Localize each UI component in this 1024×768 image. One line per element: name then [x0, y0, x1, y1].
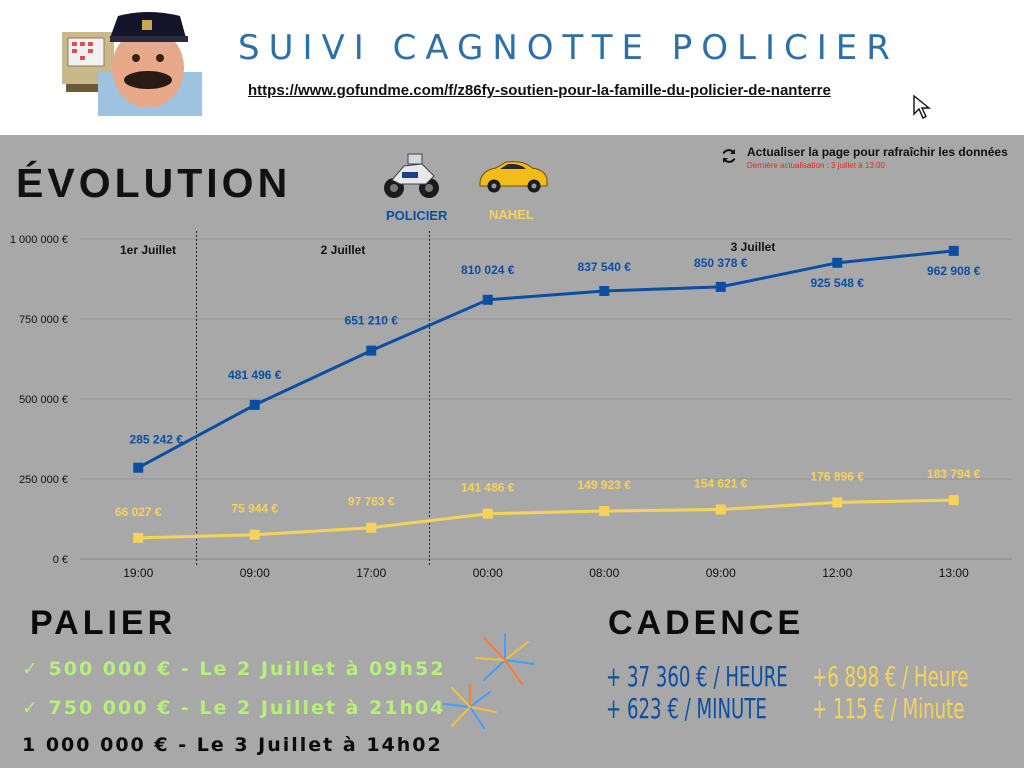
- data-point: [249, 529, 260, 540]
- palier-item: ✓ 500 000 € - Le 2 Juillet à 09h52: [22, 658, 446, 680]
- data-point: [715, 281, 726, 292]
- police-motorcycle-icon: [384, 153, 439, 198]
- day-label: 3 Juillet: [731, 240, 776, 254]
- day-label: 1er Juillet: [120, 243, 176, 257]
- firework-2-icon: [443, 684, 497, 729]
- cadence-policier-minute: + 623 € / MINUTE: [606, 692, 767, 725]
- x-tick-label: 08:00: [589, 566, 619, 580]
- cadence-nahel-hour: +6 898 € / Heure: [812, 660, 969, 693]
- data-point: [249, 399, 260, 410]
- data-label: 66 027 €: [115, 505, 162, 519]
- data-point: [482, 294, 493, 305]
- data-point: [832, 497, 843, 508]
- refresh-icon: [722, 149, 736, 163]
- data-label: 176 896 €: [811, 469, 865, 483]
- series-line-nahel: [138, 498, 954, 540]
- data-label: 149 923 €: [578, 478, 632, 492]
- data-point: [832, 257, 843, 268]
- cadence-nahel-minute: + 115 € / Minute: [812, 692, 965, 725]
- data-point: [715, 504, 726, 515]
- data-label: 154 621 €: [694, 477, 748, 491]
- x-tick-label: 13:00: [939, 566, 969, 580]
- data-label: 651 210 €: [345, 314, 399, 328]
- evolution-chart: 0 € 250 000 € 500 000 € 750 000 € 1 000 000 …: [10, 231, 1012, 580]
- data-label: 850 378 €: [694, 256, 748, 270]
- y-tick-label: 1 000 000 €: [10, 234, 68, 246]
- data-label: 810 024 €: [461, 263, 515, 277]
- refresh-instruction: Actualiser la page pour rafraîchir les d…: [747, 145, 1008, 159]
- data-point: [366, 345, 377, 356]
- data-label: 481 496 €: [228, 368, 282, 382]
- data-label: 75 944 €: [231, 502, 278, 516]
- day-label: 2 Juillet: [321, 243, 366, 257]
- cadence-heading: CADENCE: [608, 604, 805, 642]
- series-line-policier: [137, 249, 954, 470]
- x-tick-label: 17:00: [356, 566, 386, 580]
- yellow-car-icon: [479, 161, 548, 193]
- data-label: 962 908 €: [927, 264, 981, 278]
- evolution-heading: ÉVOLUTION: [16, 160, 292, 206]
- palier-heading: PALIER: [30, 604, 177, 642]
- data-label: 925 548 €: [811, 276, 865, 290]
- y-tick-label: 250 000 €: [19, 474, 68, 486]
- legend-nahel: NAHEL: [489, 207, 534, 222]
- palier-item: ✓ 750 000 € - Le 2 Juillet à 21h04: [22, 697, 446, 719]
- data-point: [133, 532, 144, 543]
- last-update: Dernière actualisation : 3 juillet à 13:…: [747, 161, 885, 170]
- x-tick-label: 00:00: [473, 566, 503, 580]
- data-point: [599, 285, 610, 296]
- data-point: [366, 522, 377, 533]
- data-point: [948, 245, 959, 256]
- x-tick-label: 09:00: [706, 566, 736, 580]
- policeman-avatar-image: [62, 12, 202, 116]
- data-label: 285 242 €: [130, 433, 184, 447]
- x-tick-label: 19:00: [123, 566, 153, 580]
- data-point: [599, 506, 610, 517]
- header: SUIVI CAGNOTTE POLICIER https://www.gofu…: [0, 0, 1024, 135]
- firework-1-icon: [475, 633, 535, 685]
- palier-item: 1 000 000 € - Le 3 Juillet à 14h02: [22, 734, 443, 756]
- data-point: [133, 462, 144, 473]
- cursor-pointer-icon: [913, 94, 931, 119]
- data-point: [482, 508, 493, 519]
- legend-policier: POLICIER: [386, 208, 448, 223]
- page-title: SUIVI CAGNOTTE POLICIER: [238, 28, 899, 68]
- y-tick-label: 0 €: [53, 554, 68, 566]
- data-point: [948, 495, 959, 506]
- data-label: 183 794 €: [927, 467, 981, 481]
- y-tick-label: 750 000 €: [19, 314, 68, 326]
- gofundme-link[interactable]: https://www.gofundme.com/f/z86fy-soutien…: [248, 82, 831, 99]
- y-tick-label: 500 000 €: [19, 394, 68, 406]
- x-tick-label: 12:00: [822, 566, 852, 580]
- cadence-policier-hour: + 37 360 € / HEURE: [606, 660, 788, 693]
- data-label: 141 486 €: [461, 481, 515, 495]
- data-label: 97 763 €: [348, 495, 395, 509]
- x-tick-label: 09:00: [240, 566, 270, 580]
- data-label: 837 540 €: [578, 260, 632, 274]
